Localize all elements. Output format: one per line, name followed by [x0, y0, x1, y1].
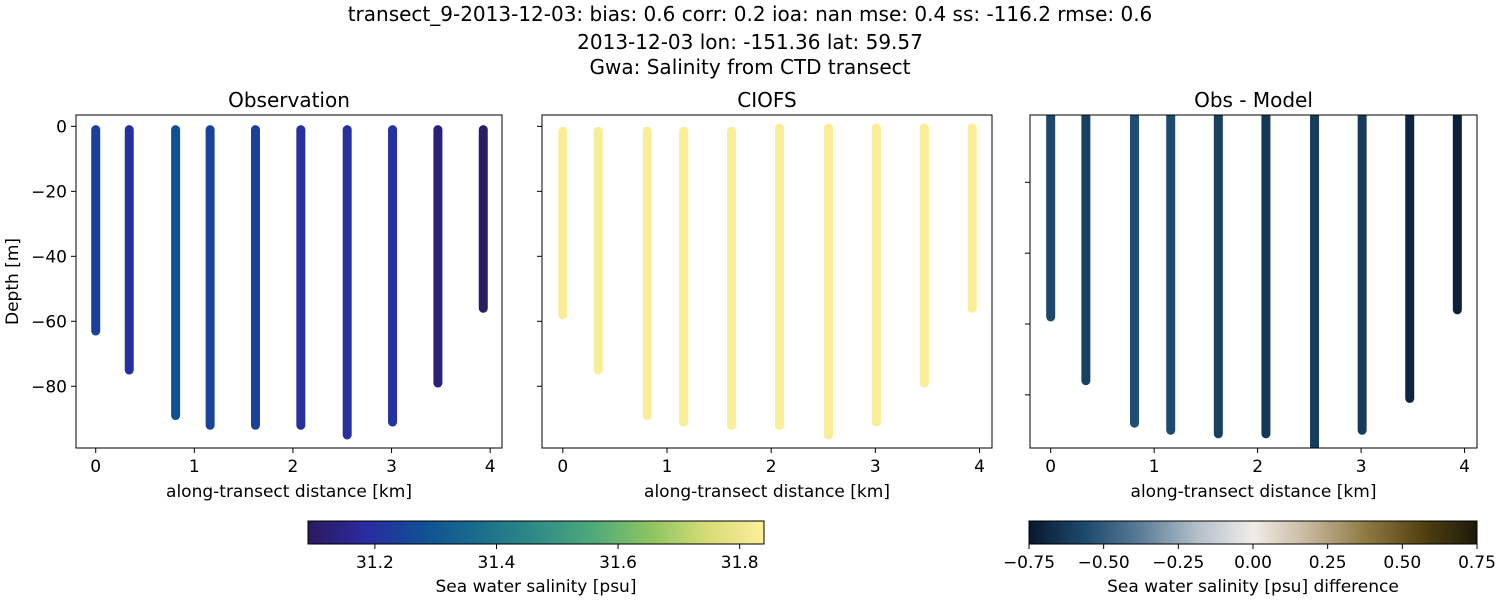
x-tick-label: 3: [386, 457, 397, 477]
x-tick-label: 0: [557, 457, 568, 477]
casts-group: [1046, 115, 1462, 448]
y-tick-label: −40: [31, 247, 67, 267]
colorbar-tick-label: 31.6: [599, 553, 637, 573]
panel-title: Observation: [228, 88, 350, 112]
figure-title-line-3: Gwa: Salinity from CTD transect: [589, 55, 911, 79]
panel-title: Obs - Model: [1194, 88, 1313, 112]
colorbar-tick-label: 31.4: [478, 553, 516, 573]
colorbar-label: Sea water salinity [psu] difference: [1107, 577, 1399, 597]
colorbar-tick-label: 0.25: [1309, 553, 1347, 573]
x-tick-label: 2: [288, 457, 299, 477]
colorbar-difference: [1028, 520, 1478, 545]
casts-group: [558, 123, 977, 440]
x-axis-label: along-transect distance [km]: [1131, 482, 1377, 502]
y-tick-label: −80: [31, 377, 67, 397]
colorbar-tick-label: −0.25: [1152, 553, 1204, 573]
figure-title-line-2: 2013-12-03 lon: -151.36 lat: 59.57: [577, 30, 923, 54]
colorbar-tick-label: 31.8: [721, 553, 759, 573]
axes-frame: [75, 114, 503, 449]
x-tick-label: 4: [1459, 457, 1470, 477]
x-tick-label: 2: [1252, 457, 1263, 477]
x-axis-label: along-transect distance [km]: [644, 482, 890, 502]
y-tick-label: −60: [31, 312, 67, 332]
x-tick-label: 3: [1356, 457, 1367, 477]
x-tick-label: 4: [974, 457, 985, 477]
x-tick-label: 0: [90, 457, 101, 477]
y-axis-label: Depth [m]: [3, 238, 23, 325]
x-tick-label: 3: [870, 457, 881, 477]
casts-group: [91, 125, 488, 440]
colorbar-tick-label: −0.50: [1078, 553, 1130, 573]
y-tick-label: −20: [31, 182, 67, 202]
x-tick-label: 1: [662, 457, 673, 477]
colorbar-tick-label: 0.00: [1234, 553, 1272, 573]
x-tick-label: 0: [1045, 457, 1056, 477]
colorbar-tick-label: 0.75: [1458, 553, 1496, 573]
x-tick-label: 1: [1149, 457, 1160, 477]
axes-frame: [1029, 114, 1478, 449]
panel-title: CIOFS: [737, 88, 796, 112]
x-tick-label: 1: [189, 457, 200, 477]
figure-title-line-1: transect_9-2013-12-03: bias: 0.6 corr: 0…: [347, 2, 1153, 26]
x-axis-label: along-transect distance [km]: [166, 482, 412, 502]
y-tick-label: 0: [56, 117, 67, 137]
x-tick-label: 4: [485, 457, 496, 477]
colorbar-salinity: [307, 520, 765, 545]
colorbar-tick-label: 0.50: [1383, 553, 1421, 573]
axes-frame: [541, 114, 993, 449]
colorbar-tick-label: −0.75: [1003, 553, 1055, 573]
colorbar-tick-label: 31.2: [356, 553, 394, 573]
x-tick-label: 2: [766, 457, 777, 477]
colorbar-label: Sea water salinity [psu]: [436, 577, 637, 597]
